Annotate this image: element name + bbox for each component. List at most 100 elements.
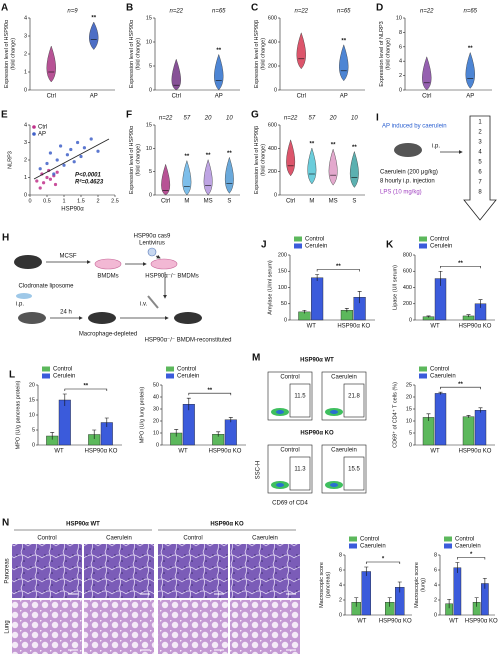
- legend-label: Control: [305, 237, 324, 243]
- y-tick-label: 0: [284, 317, 287, 323]
- violin: [465, 51, 475, 89]
- y-tick-label: 30: [153, 406, 159, 412]
- hours: 1 2 3 4 5 6 7 8: [478, 120, 482, 196]
- y-tick-label: 4: [434, 582, 437, 588]
- significance: **: [331, 143, 336, 149]
- panel-label: E: [1, 110, 8, 121]
- point: [65, 153, 69, 157]
- column-label: Control: [37, 536, 56, 542]
- y-tick-label: 10: [146, 39, 152, 45]
- y-axis-label: (fold change): [386, 38, 392, 70]
- violin: [161, 163, 171, 196]
- error-bar: [397, 581, 402, 593]
- histology-image: [230, 600, 300, 654]
- y-tick-label: 400: [403, 285, 412, 291]
- histology-image: [158, 544, 228, 598]
- violin: [224, 156, 234, 194]
- mouse-icon: [14, 255, 42, 269]
- y-tick-label: 2: [24, 51, 27, 57]
- x-tick-label: HSP90α KO: [459, 324, 492, 330]
- y-axis-label: (fold change): [136, 144, 142, 176]
- y-tick-label: 0: [409, 442, 412, 448]
- x-tick-label: AP: [215, 94, 223, 100]
- point: [48, 151, 53, 155]
- y-tick-label: 15: [146, 122, 152, 128]
- y-axis-label: (fold change): [11, 38, 17, 70]
- label: Macrophage-depleted: [79, 332, 137, 338]
- legend-swatch: [294, 243, 302, 249]
- point: [89, 137, 93, 141]
- legend-swatch: [349, 536, 357, 542]
- hour-label: 3: [478, 140, 482, 146]
- point: [42, 181, 46, 185]
- n-label: n=22: [159, 116, 173, 122]
- violin: [296, 32, 306, 70]
- point: [53, 182, 58, 187]
- x-tick-label: WT: [430, 324, 440, 330]
- point: [76, 140, 80, 145]
- panel-label: F: [126, 110, 132, 121]
- legend-label: Caerulein: [360, 544, 386, 550]
- y-axis-label: Lipase (U/l serum): [392, 265, 398, 310]
- error-bar: [315, 274, 320, 281]
- legend-label: AP: [38, 132, 46, 138]
- label: HSP90α⁻/⁻ BMDMs: [145, 274, 198, 280]
- row-label: Pancreas: [5, 558, 11, 583]
- point: [48, 177, 53, 181]
- significance: **: [336, 264, 341, 270]
- label: Lentivirus: [139, 241, 165, 247]
- gate: [343, 456, 365, 491]
- panel-label: A: [1, 3, 8, 14]
- x-tick-label: WT: [357, 619, 367, 625]
- y-tick-label: 0: [409, 317, 412, 323]
- virus-icon: [147, 247, 157, 257]
- legend-label: Control: [455, 537, 474, 543]
- x-tick-label: Ctrl: [286, 199, 295, 205]
- y-axis-label: MPO (U/g lung protein): [139, 387, 145, 444]
- error-bar: [186, 397, 191, 411]
- significance: **: [185, 154, 190, 160]
- syringe-icon: [147, 295, 159, 309]
- error-bar: [474, 597, 479, 607]
- point: [82, 146, 86, 150]
- legend-label: Cerulein: [177, 374, 199, 380]
- error-bar: [174, 429, 179, 437]
- x-tick-label: 2.5: [111, 198, 119, 204]
- y-axis-label: Macroscopic score: [414, 562, 420, 608]
- y-tick-label: 0: [434, 612, 437, 618]
- column-label: Caerulein: [252, 536, 278, 542]
- panel-label: J: [261, 240, 267, 251]
- legend-swatch: [419, 373, 427, 379]
- significance: **: [341, 38, 346, 44]
- label: 8 hourly i.p. injection: [380, 179, 435, 185]
- y-tick-label: 8: [399, 30, 402, 36]
- y-tick-label: 50: [281, 301, 287, 307]
- hour-label: 7: [478, 180, 482, 186]
- x-tick-label: Ctrl: [47, 94, 56, 100]
- label: HSP90α KO: [210, 522, 244, 528]
- y-axis-label: Amylase (U/ml serum): [267, 260, 273, 315]
- error-bar: [455, 562, 460, 573]
- label: HSP90α⁻/⁻ BMDM-reconstituted: [145, 338, 232, 344]
- error-bar: [104, 417, 109, 427]
- y-tick-label: 100: [278, 285, 287, 291]
- violin: [203, 159, 213, 196]
- legend-swatch: [166, 373, 174, 379]
- error-bar: [438, 391, 443, 395]
- x-tick-label: WT: [54, 449, 64, 455]
- panel-label: G: [251, 110, 259, 121]
- x-tick-label: HSP90α KO: [85, 449, 118, 455]
- y-tick-label: 0: [156, 442, 159, 448]
- n-label: 20: [204, 116, 212, 122]
- panel-m: M HSP90α WT HSP90α KO Control 11.5 Caerule…: [252, 353, 367, 507]
- error-bar: [344, 308, 349, 313]
- y-tick-label: 0: [149, 192, 152, 198]
- violin: [214, 53, 224, 91]
- mouse-icon: [394, 143, 422, 157]
- panel-i: I AP induced by caerulein i.p. Caerulein…: [376, 113, 497, 221]
- panel-label: C: [251, 3, 258, 14]
- y-tick-label: 0: [149, 87, 152, 93]
- x-tick-label: AP: [466, 94, 474, 100]
- y-tick-label: 10: [396, 15, 402, 21]
- point: [69, 147, 73, 152]
